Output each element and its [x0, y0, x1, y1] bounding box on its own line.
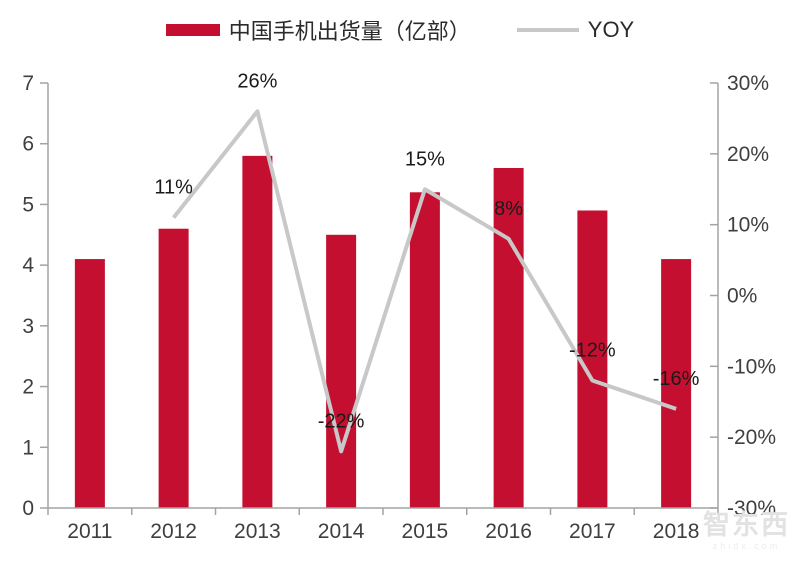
- bar-2012: [158, 228, 189, 508]
- bar-2017: [577, 210, 608, 508]
- left-axis-label-3: 3: [22, 315, 34, 338]
- yoy-label-2017: -12%: [569, 340, 616, 362]
- right-axis-label-0%: 0%: [727, 285, 757, 308]
- left-axis-label-0: 0: [22, 497, 34, 520]
- bar-2014: [326, 234, 357, 509]
- left-axis-label-1: 1: [22, 436, 34, 459]
- legend-label-yoy: YOY: [587, 17, 635, 42]
- right-axis-label-30%: 30%: [727, 72, 769, 95]
- bar-2016: [493, 168, 524, 508]
- right-axis-label-10%: 10%: [727, 214, 769, 237]
- x-label-2014: 2014: [318, 520, 365, 543]
- left-axis-label-7: 7: [22, 72, 34, 95]
- right-axis-label--30%: -30%: [727, 497, 776, 520]
- x-label-2011: 2011: [67, 520, 112, 543]
- bar-2018: [661, 259, 692, 508]
- bar-2011: [74, 259, 105, 508]
- right-axis-label--10%: -10%: [727, 355, 776, 378]
- x-label-2016: 2016: [485, 520, 532, 543]
- yoy-label-2014: -22%: [318, 410, 365, 432]
- legend-label-shipments: 中国手机出货量（亿部）: [228, 19, 471, 44]
- right-axis-label-20%: 20%: [727, 143, 769, 166]
- chart-legend: 中国手机出货量（亿部） YOY: [0, 14, 800, 46]
- right-axis-label--20%: -20%: [727, 426, 776, 449]
- yoy-label-2013: 26%: [237, 70, 277, 92]
- yoy-label-2015: 15%: [405, 148, 445, 170]
- yoy-label-2018: -16%: [653, 368, 700, 390]
- yoy-label-2012: 11%: [154, 177, 193, 199]
- yoy-line: [172, 109, 677, 454]
- x-label-2017: 2017: [569, 520, 616, 543]
- bar-2013: [242, 155, 273, 508]
- x-label-2013: 2013: [234, 520, 281, 543]
- left-axis-label-4: 4: [22, 254, 34, 277]
- x-label-2015: 2015: [402, 520, 449, 543]
- legend-item-shipments: 中国手机出货量（亿部）: [165, 14, 471, 46]
- bar-series-swatch-icon: [165, 24, 220, 36]
- line-series-swatch-icon: [516, 28, 579, 32]
- left-axis-label-2: 2: [22, 376, 34, 399]
- x-label-2012: 2012: [150, 520, 197, 543]
- x-label-2018: 2018: [653, 520, 700, 543]
- yoy-label-2016: 8%: [494, 198, 523, 220]
- left-axis-label-6: 6: [22, 133, 34, 156]
- left-axis-label-5: 5: [22, 193, 34, 216]
- legend-item-yoy: YOY: [516, 17, 635, 43]
- bar-2015: [409, 192, 440, 509]
